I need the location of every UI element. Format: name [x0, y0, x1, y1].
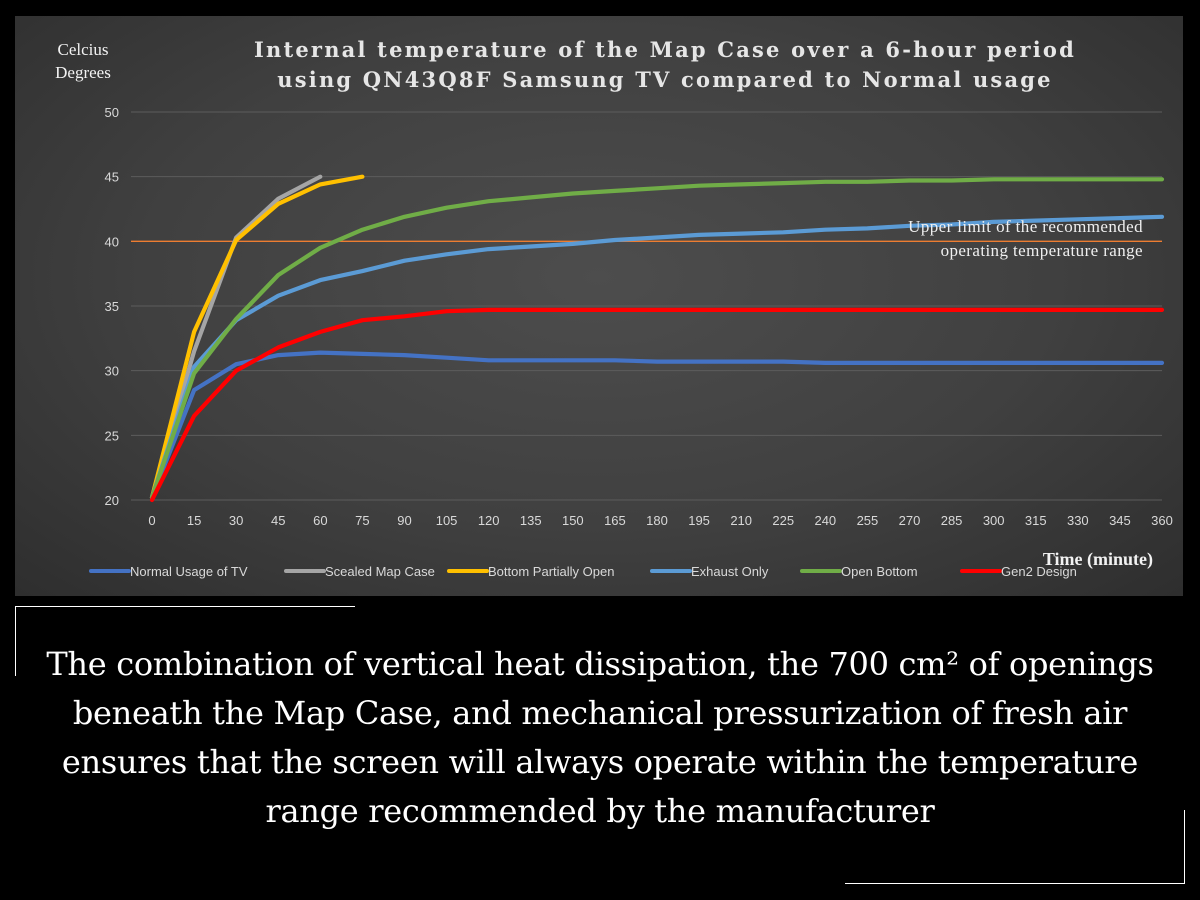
x-tick-label: 60 [313, 513, 327, 528]
series-line-exhaust-only [149, 214, 1165, 500]
y-tick-label: 20 [105, 493, 119, 508]
x-tick-label: 345 [1109, 513, 1131, 528]
x-tick-label: 315 [1025, 513, 1047, 528]
x-tick-label: 330 [1067, 513, 1089, 528]
legend-label-exhaust-only: Exhaust Only [691, 564, 769, 579]
y-axis-label-line-1: Celcius [57, 40, 109, 59]
x-tick-label: 30 [229, 513, 243, 528]
x-tick-label: 285 [941, 513, 963, 528]
x-tick-label: 210 [730, 513, 752, 528]
legend-label-scealed-map-case: Scealed Map Case [325, 564, 435, 579]
series-line-open-bottom [149, 177, 1165, 500]
legend-label-open-bottom: Open Bottom [841, 564, 918, 579]
x-tick-label: 135 [520, 513, 542, 528]
y-tick-label: 50 [105, 105, 119, 120]
x-tick-label: 180 [646, 513, 668, 528]
x-tick-label: 195 [688, 513, 710, 528]
frame-bottom-vertical [1184, 810, 1185, 884]
x-tick-label: 165 [604, 513, 626, 528]
chart-panel: 20 25 30 35 40 45 50 0 15 30 45 60 75 90 105 120 135 150 1… [15, 16, 1183, 596]
frame-bottom-horizontal [845, 883, 1185, 884]
y-tick-label: 30 [105, 364, 119, 379]
reference-line-label-1: Upper limit of the recommended [908, 217, 1143, 236]
y-tick-label: 45 [105, 170, 119, 185]
series-line-bottom-partially-open [149, 174, 365, 500]
x-tick-label: 90 [397, 513, 411, 528]
series-line-gen2-design [149, 307, 1165, 503]
x-tick-label: 360 [1151, 513, 1173, 528]
x-tick-label: 240 [814, 513, 836, 528]
y-tick-label: 40 [105, 234, 119, 249]
x-tick-label: 75 [355, 513, 369, 528]
x-tick-label: 45 [271, 513, 285, 528]
reference-line-label-2: operating temperature range [940, 241, 1143, 260]
legend-label-bottom-partially-open: Bottom Partially Open [488, 564, 614, 579]
x-axis-label: Time (minute) [1042, 549, 1153, 569]
y-tick-label: 35 [105, 299, 119, 314]
x-tick-label: 15 [187, 513, 201, 528]
caption-text: The combination of vertical heat dissipa… [46, 645, 1154, 830]
x-tick-label: 0 [148, 513, 155, 528]
x-tick-label: 120 [478, 513, 500, 528]
y-tick-label: 25 [105, 428, 119, 443]
x-tick-label: 255 [857, 513, 879, 528]
x-tick-label: 225 [772, 513, 794, 528]
y-axis-label-line-2: Degrees [55, 63, 111, 82]
chart-svg: 20 25 30 35 40 45 50 0 15 30 45 60 75 90 105 120 135 150 1… [89, 105, 1173, 579]
x-tick-label: 270 [899, 513, 921, 528]
frame-top-horizontal [15, 606, 355, 607]
legend-label-gen2-design: Gen2 Design [1001, 564, 1077, 579]
x-tick-label: 150 [562, 513, 584, 528]
chart-title-line-1: Internal temperature of the Map Case ove… [253, 37, 1077, 62]
chart-title-line-2: using QN43Q8F Samsung TV compared to Nor… [277, 67, 1053, 92]
legend-label-normal-usage-of-tv: Normal Usage of TV [130, 564, 248, 579]
frame-top-vertical [15, 606, 16, 676]
series-line-normal-usage-of-tv [149, 350, 1165, 500]
x-tick-label: 300 [983, 513, 1005, 528]
x-tick-label: 105 [436, 513, 458, 528]
